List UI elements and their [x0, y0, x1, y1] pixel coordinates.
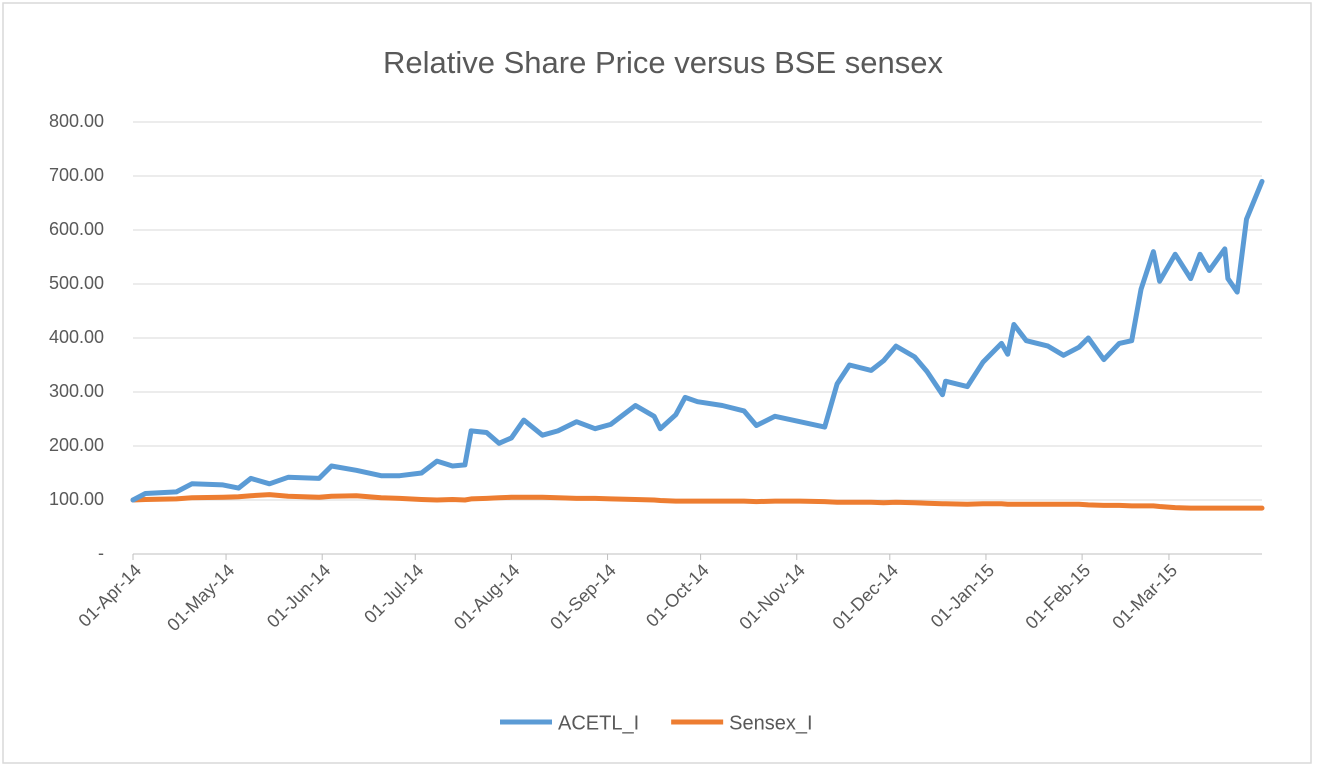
- y-tick-label: 100.00: [49, 489, 104, 509]
- y-tick-label: 600.00: [49, 219, 104, 239]
- y-tick-label: -: [98, 543, 104, 563]
- chart-title: Relative Share Price versus BSE sensex: [383, 45, 943, 80]
- y-tick-label: 400.00: [49, 327, 104, 347]
- y-tick-label: 300.00: [49, 381, 104, 401]
- series-line: [130, 492, 1265, 511]
- y-tick-label: 800.00: [49, 111, 104, 131]
- y-tick-label: 500.00: [49, 273, 104, 293]
- y-tick-label: 700.00: [49, 165, 104, 185]
- series-line: [130, 178, 1265, 503]
- legend-label: Sensex_I: [729, 712, 812, 734]
- legend-label: ACETL_I: [558, 712, 639, 734]
- y-tick-label: 200.00: [49, 435, 104, 455]
